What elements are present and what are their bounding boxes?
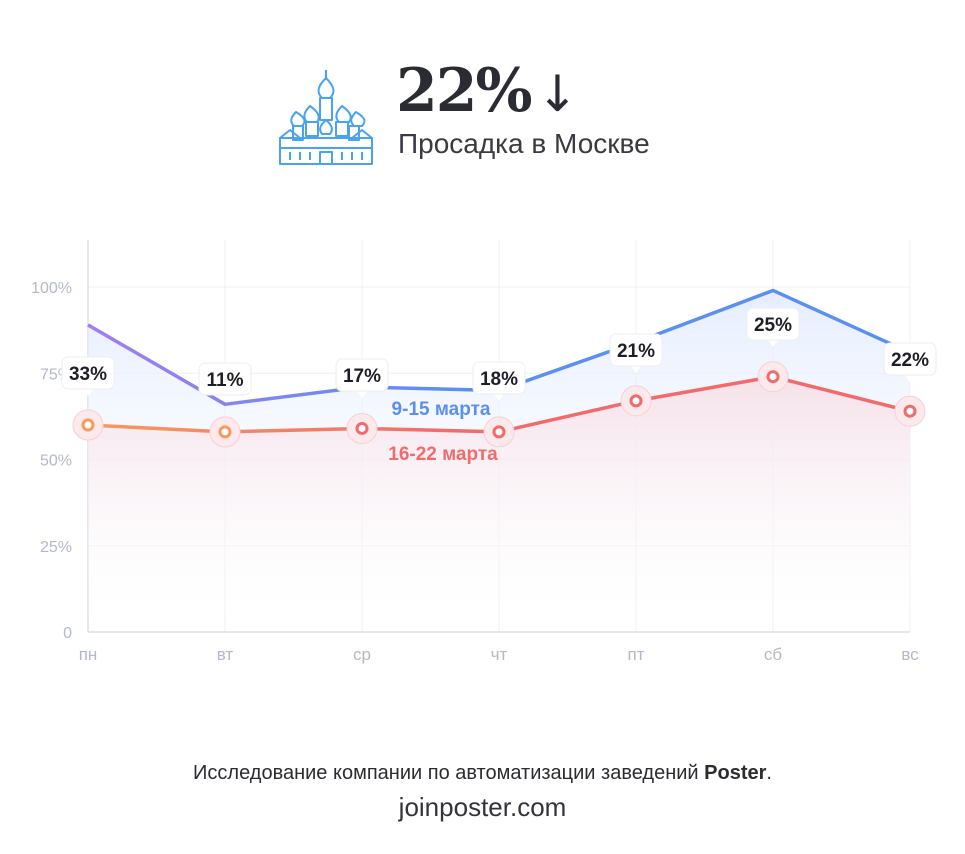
change-bubble: [472, 361, 526, 395]
data-point: [218, 425, 232, 439]
change-bubble: [198, 362, 252, 396]
x-tick-label: сб: [764, 645, 783, 664]
change-bubble-pointer: [904, 374, 916, 382]
series-label: 9-15 марта: [392, 399, 491, 420]
data-point: [629, 394, 643, 408]
change-label: 17%: [343, 366, 381, 387]
footer-site: joinposter.com: [398, 792, 567, 822]
change-bubble-pointer: [493, 393, 505, 401]
footer-text-suffix: .: [766, 762, 772, 784]
change-bubble-pointer: [767, 339, 779, 347]
change-bubble-pointer: [219, 394, 231, 402]
change-label: 33%: [69, 364, 107, 385]
y-tick-label: 100%: [31, 280, 72, 297]
y-tick-label: 0: [63, 625, 72, 642]
y-tick-label: 50%: [40, 453, 72, 470]
data-point: [355, 421, 369, 435]
footer-text: Исследование компании по автоматизации з…: [0, 762, 965, 785]
x-tick-label: вс: [901, 645, 919, 664]
headline-value: 22%: [396, 56, 533, 126]
series-label: 16-22 марта: [388, 444, 498, 465]
headline: 22% ↓: [396, 56, 579, 126]
change-bubble: [746, 307, 800, 341]
x-tick-label: вт: [217, 645, 234, 664]
y-tick-label: 25%: [40, 539, 72, 556]
data-point: [492, 425, 506, 439]
change-bubble: [335, 358, 389, 392]
footer-brand: Poster: [704, 762, 767, 784]
x-tick-label: пт: [628, 645, 645, 664]
change-label: 21%: [617, 341, 655, 362]
data-point: [81, 418, 95, 432]
cathedral-icon: [276, 68, 376, 168]
x-tick-label: пн: [79, 645, 98, 664]
change-bubble: [609, 333, 663, 367]
x-tick-label: ср: [353, 645, 371, 664]
down-arrow-icon: ↓: [536, 65, 579, 123]
change-label: 18%: [480, 369, 518, 390]
change-label: 25%: [754, 315, 792, 336]
x-tick-label: чт: [491, 645, 508, 664]
data-point: [766, 370, 780, 384]
change-bubble: [61, 356, 115, 390]
header: 22% ↓ Просадка в Москве: [276, 56, 756, 176]
subtitle: Просадка в Москве: [398, 128, 650, 159]
data-point: [903, 404, 917, 418]
change-label: 22%: [891, 350, 929, 371]
change-bubble-pointer: [630, 365, 642, 373]
change-bubble: [883, 342, 937, 376]
change-bubble-pointer: [356, 390, 368, 398]
footer-text-prefix: Исследование компании по автоматизации з…: [193, 762, 705, 784]
change-label: 11%: [207, 370, 244, 391]
series-area: [88, 376, 910, 632]
change-bubble-pointer: [82, 388, 94, 396]
